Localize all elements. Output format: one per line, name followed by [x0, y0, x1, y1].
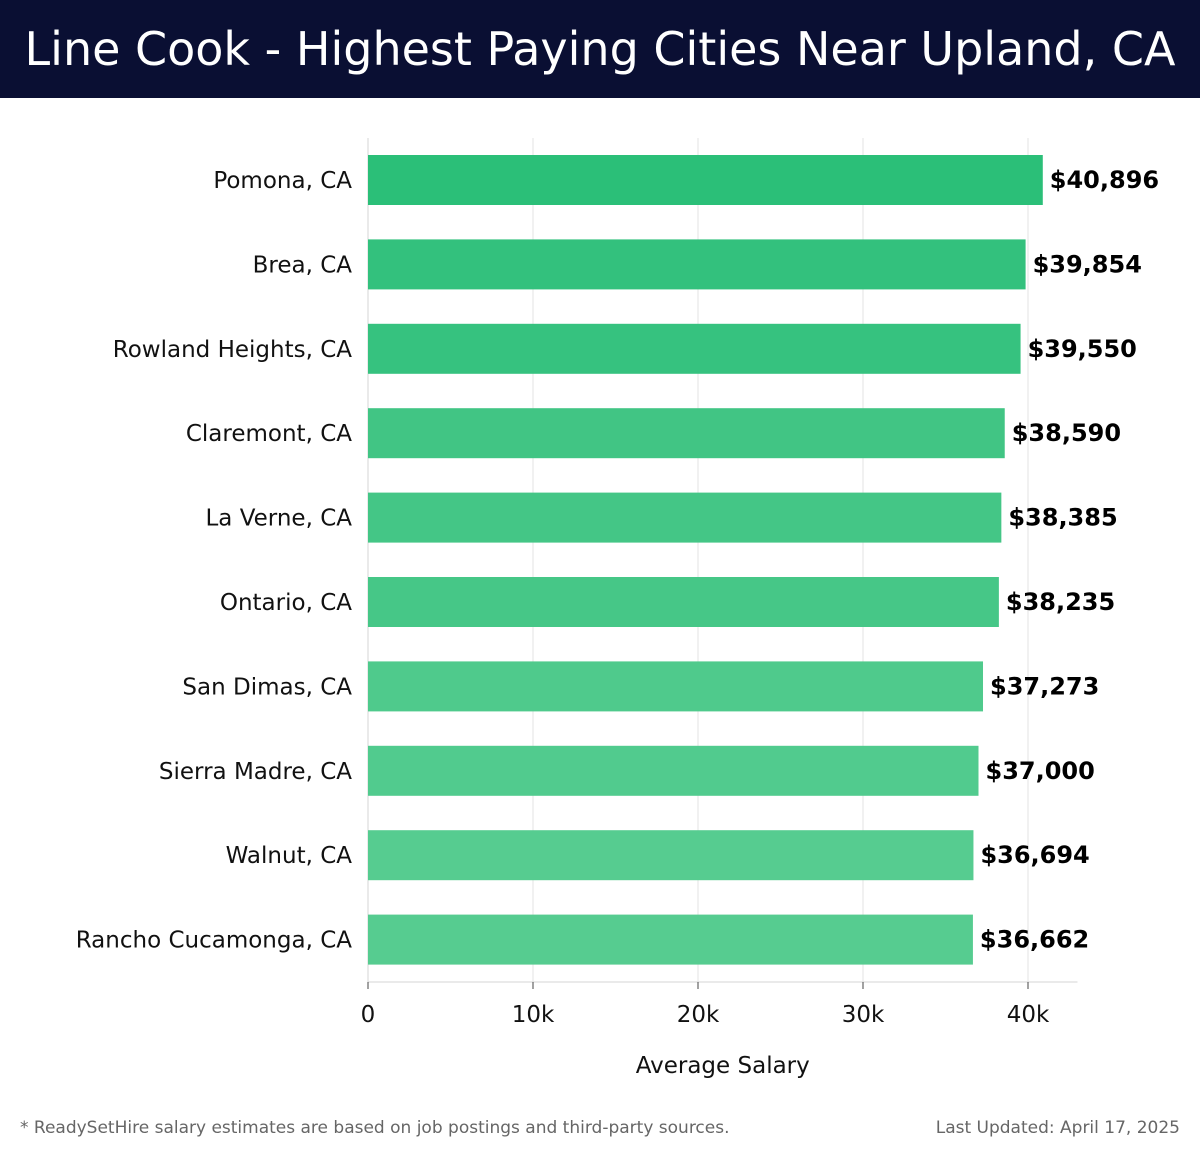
- chart-title: Line Cook - Highest Paying Cities Near U…: [24, 22, 1176, 76]
- category-label: Walnut, CA: [226, 843, 353, 869]
- x-tick-label: 0: [361, 1002, 376, 1028]
- bar: [368, 745, 979, 796]
- category-label: Rancho Cucamonga, CA: [76, 928, 353, 954]
- category-label: Pomona, CA: [213, 168, 352, 194]
- value-label: $36,694: [980, 841, 1089, 869]
- category-label: Sierra Madre, CA: [159, 759, 352, 785]
- bar: [368, 239, 1026, 290]
- category-label: Rowland Heights, CA: [113, 337, 352, 363]
- value-label: $39,550: [1028, 335, 1137, 363]
- bar: [368, 492, 1002, 543]
- x-tick-label: 40k: [1007, 1002, 1050, 1028]
- x-tick-label: 30k: [842, 1002, 885, 1028]
- x-axis-label: Average Salary: [636, 1053, 810, 1079]
- bar: [368, 914, 973, 965]
- value-label: $38,235: [1006, 588, 1115, 616]
- value-label: $38,385: [1008, 504, 1117, 532]
- footnote: * ReadySetHire salary estimates are base…: [20, 1118, 730, 1138]
- bar: [368, 408, 1005, 459]
- value-label: $37,273: [990, 672, 1099, 700]
- bar: [368, 323, 1021, 374]
- value-label: $39,854: [1033, 250, 1142, 278]
- category-label: San Dimas, CA: [182, 674, 352, 700]
- bar-chart: Pomona, CA $40,896 Brea, CA $39,854 Rowland …: [76, 138, 1159, 1079]
- value-label: $36,662: [980, 926, 1089, 954]
- value-label: $40,896: [1050, 166, 1159, 194]
- value-label: $37,000: [986, 757, 1095, 785]
- category-label: Claremont, CA: [186, 421, 352, 447]
- last-updated: Last Updated: April 17, 2025: [935, 1118, 1180, 1138]
- x-tick-label: 20k: [677, 1002, 720, 1028]
- x-tick-label: 10k: [512, 1002, 555, 1028]
- bar: [368, 830, 974, 881]
- chart-header: Line Cook - Highest Paying Cities Near U…: [0, 0, 1200, 98]
- bar: [368, 155, 1043, 205]
- category-label: Brea, CA: [253, 252, 353, 278]
- bar: [368, 577, 999, 627]
- category-label: Ontario, CA: [220, 590, 352, 616]
- category-label: La Verne, CA: [205, 506, 352, 532]
- value-label: $38,590: [1012, 419, 1121, 447]
- bar: [368, 661, 984, 712]
